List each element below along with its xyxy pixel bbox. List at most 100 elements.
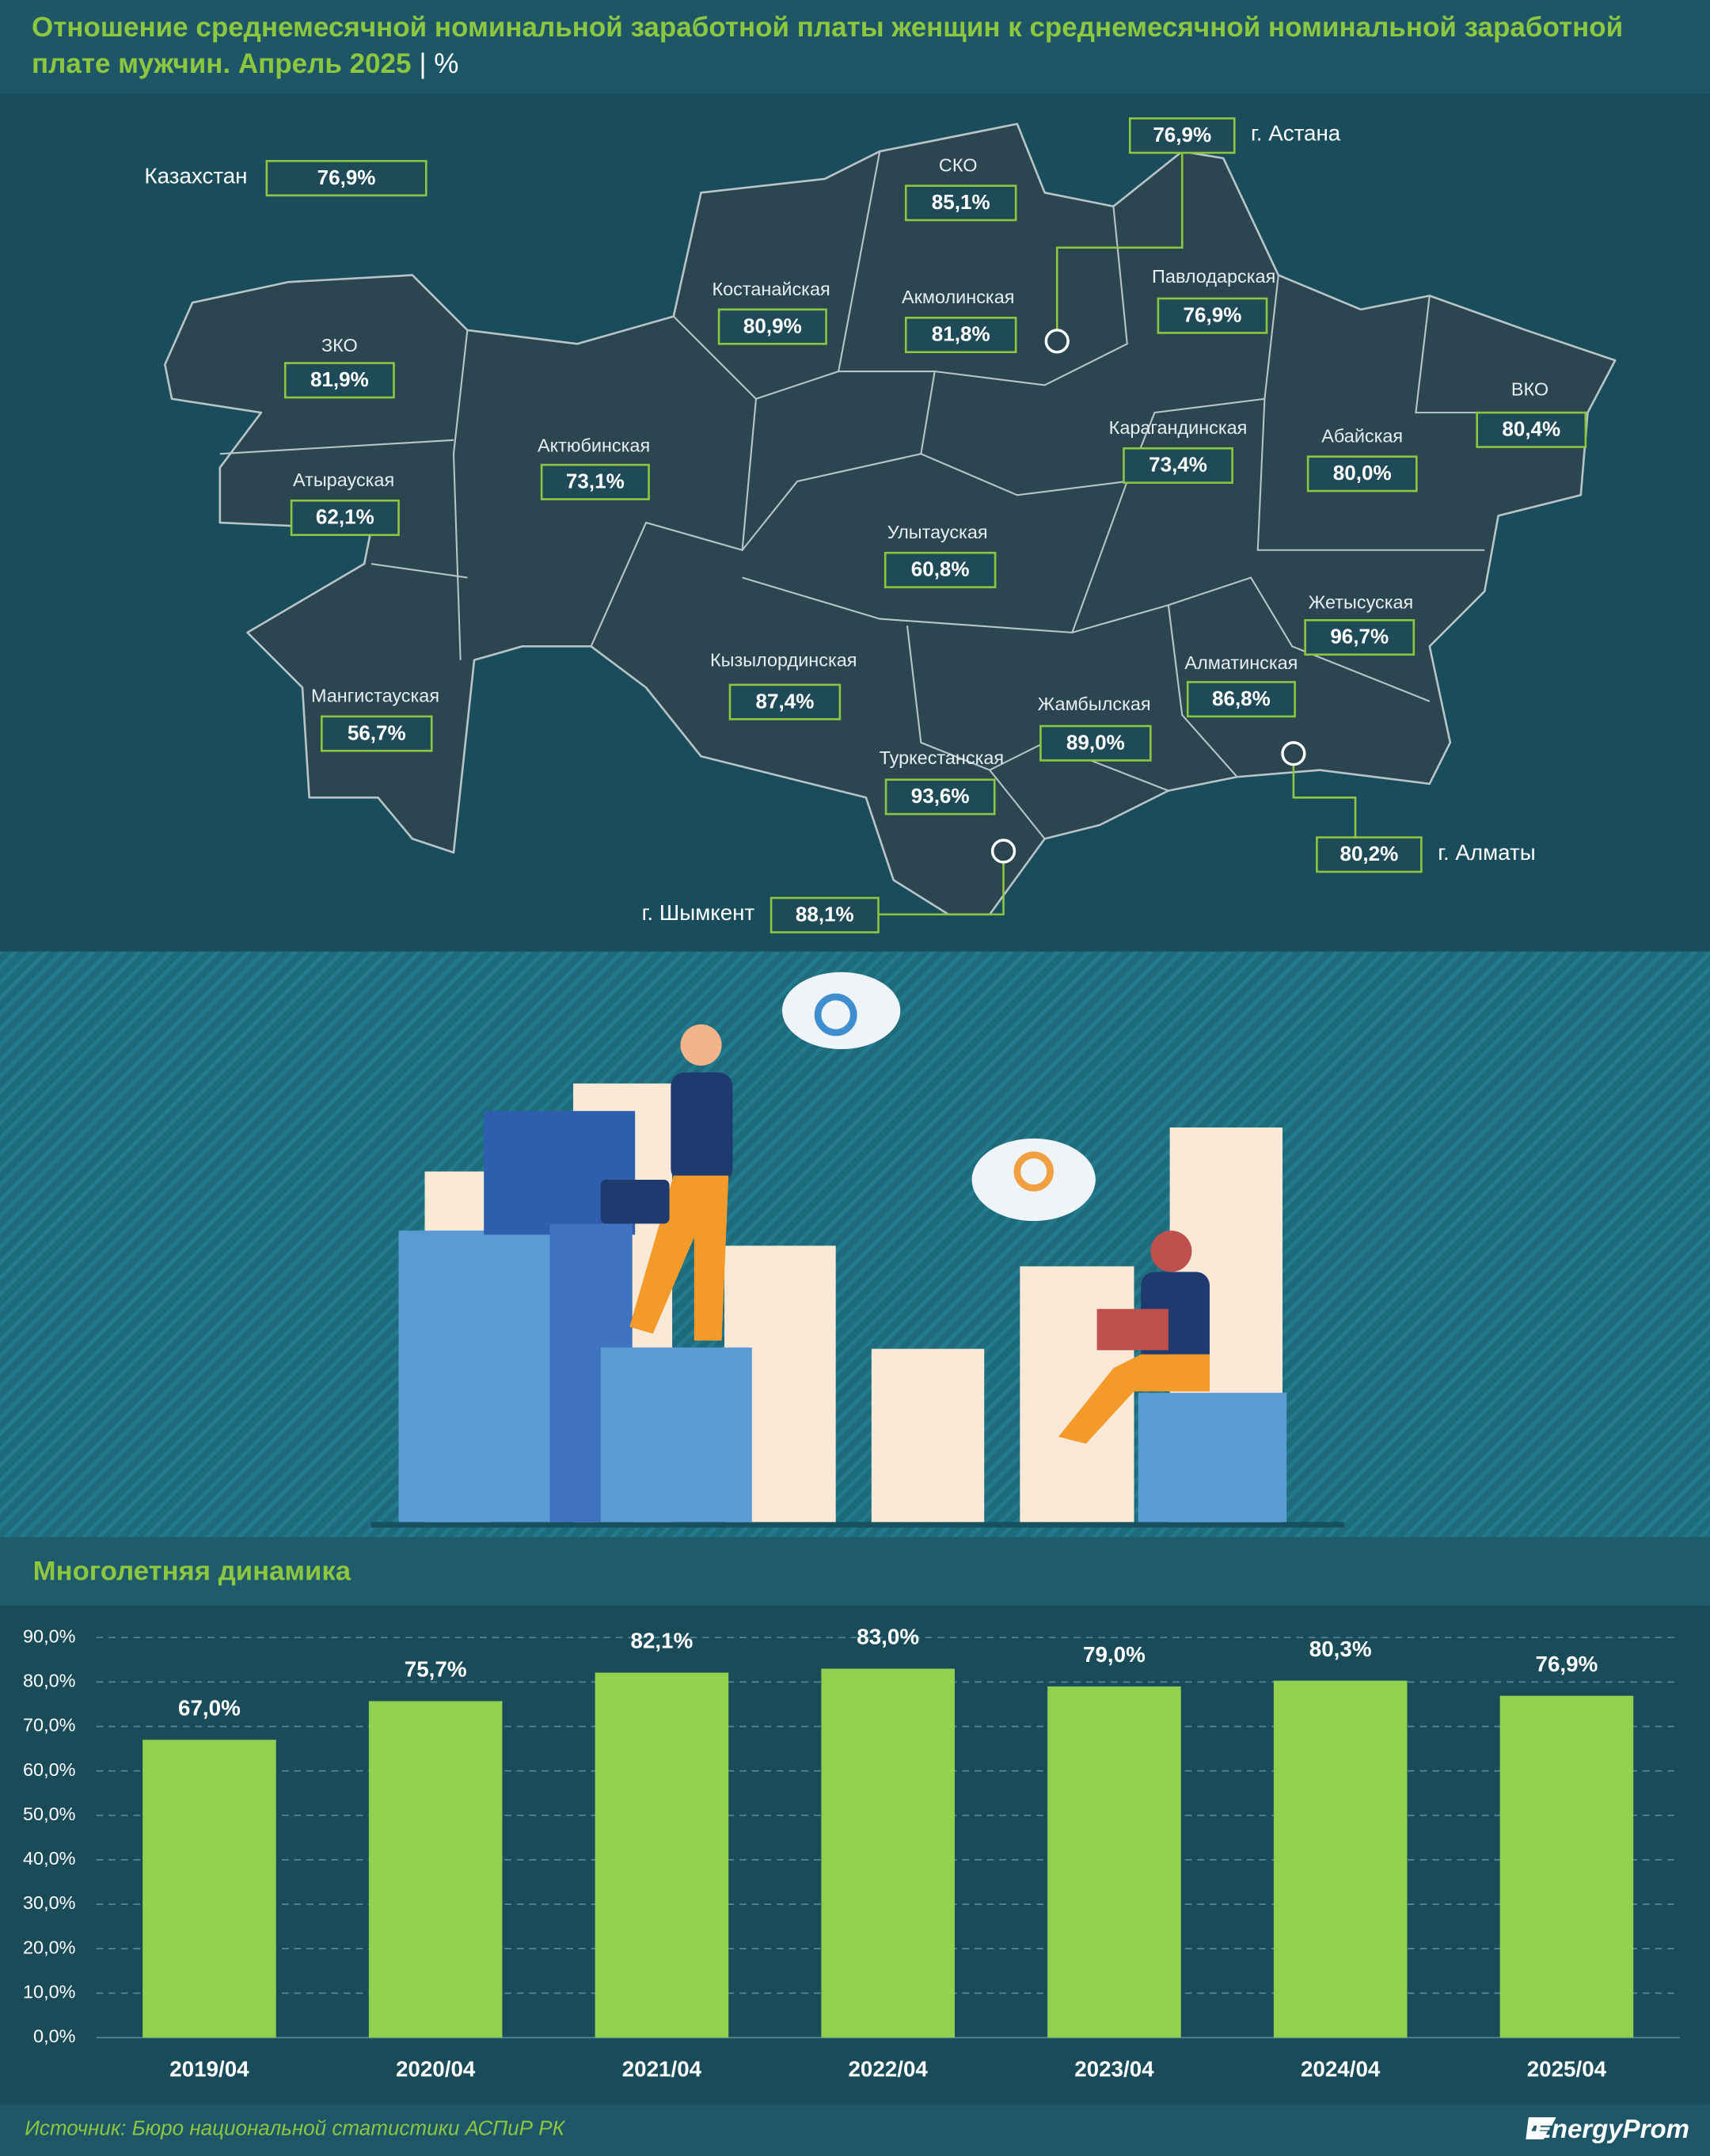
speech-bubble [781,972,901,1050]
city-name: г. Шымкент [642,900,755,925]
chart-header-band [0,1537,1710,1607]
border [219,439,454,455]
city-name: г. Астана [1251,121,1341,146]
x-tick-label: 2020/04 [396,2056,476,2081]
coin-stack [600,1347,752,1523]
y-tick-label: 50,0% [23,1804,75,1824]
woman-head [1150,1230,1192,1272]
border [838,206,1128,386]
y-tick-label: 90,0% [23,1626,75,1646]
value-box [904,184,1017,222]
y-tick-label: 60,0% [23,1759,75,1780]
value-label: 81,9% [310,367,369,391]
coin-stack [1138,1393,1287,1523]
logo-mark [1526,2117,1556,2139]
x-tick-label: 2021/04 [622,2056,702,2081]
y-tick-label: 0,0% [33,2026,75,2047]
country-name: Казахстан [144,164,247,188]
value-box [1304,618,1416,656]
region-name: Павлодарская [1152,266,1275,287]
bar [1499,1695,1634,2038]
value-label: 76,9% [317,165,376,189]
logo: EnergyProm [1534,2114,1689,2143]
value-label: 76,9% [1153,123,1211,146]
data-label: 67,0% [178,1695,241,1720]
region-name: Жамбылская [1038,694,1151,714]
value-label: 80,9% [743,314,802,337]
value-label: 93,6% [911,784,970,808]
y-tick-label: 30,0% [23,1892,75,1913]
region-name: Мангистауская [311,686,439,706]
value-box [728,683,842,721]
illustration [370,972,1345,1528]
chart-title: Многолетняя динамика [33,1557,352,1587]
female-symbol [1013,1151,1054,1192]
value-box [540,463,650,500]
man-legs [629,1175,729,1341]
deco-bar [871,1348,985,1523]
region-name: Актюбинская [538,435,650,456]
value-label: 76,9% [1184,302,1242,326]
bar [142,1740,276,2038]
value-box [1157,297,1268,334]
leader-line [1292,764,1357,838]
value-box [1316,836,1423,873]
value-box [1039,724,1152,762]
data-label: 79,0% [1083,1642,1146,1667]
value-label: 96,7% [1330,625,1389,648]
briefcase [600,1179,670,1224]
male-symbol [814,993,857,1036]
region-name: Кызылординская [710,650,857,671]
title: Отношение среднемесячной номинальной зар… [32,10,1686,82]
footer-band [0,2103,1710,2156]
border [370,563,468,579]
region-name: Карагандинская [1109,417,1248,438]
value-label: 87,4% [756,689,815,713]
city-marker [1281,741,1306,766]
value-label: 73,1% [566,470,625,493]
speech-bubble [971,1138,1096,1222]
value-label: 73,4% [1149,453,1207,477]
value-label: 62,1% [316,505,374,529]
value-label: 89,0% [1066,730,1125,754]
value-box [321,715,433,752]
value-box [904,317,1017,354]
x-tick-label: 2023/04 [1074,2056,1154,2081]
data-label: 75,7% [405,1657,467,1682]
border [741,453,922,551]
floor [370,1522,1345,1528]
data-label: 76,9% [1536,1652,1598,1676]
laptop [1096,1309,1168,1351]
source: Источник: Бюро национальной статистики А… [25,2116,565,2140]
region-name: Жетысуская [1309,592,1414,613]
y-tick-label: 10,0% [23,1982,75,2002]
region-name: Алматинская [1184,652,1298,673]
value-box [717,308,827,345]
value-label: 85,1% [932,190,990,214]
border [1167,605,1238,778]
y-tick-label: 70,0% [23,1715,75,1736]
value-label: 56,7% [348,721,406,744]
title-unit: | % [419,48,459,79]
value-label: 88,1% [796,902,854,926]
value-box [884,778,996,816]
x-tick-label: 2024/04 [1301,2056,1381,2081]
value-box [265,160,428,197]
y-tick-label: 80,0% [23,1671,75,1691]
region-name: Туркестанская [880,747,1004,768]
value-box [283,362,395,399]
value-label: 86,8% [1212,686,1271,710]
border [906,626,1046,840]
header-band [0,0,1710,94]
map-labels: Казахстан 76,9% г. Астана 76,9% СКО 85,1% Кост… [144,117,1587,934]
value-label: 80,0% [1333,461,1392,485]
region-name: Атырауская [293,470,394,490]
border [452,329,469,660]
man-body [671,1072,733,1183]
man-head [680,1024,722,1066]
leader-line [878,861,1005,916]
region-name: Абайская [1321,426,1403,447]
illustration-section [0,951,1710,1538]
region-name: Акмолинская [902,287,1014,307]
